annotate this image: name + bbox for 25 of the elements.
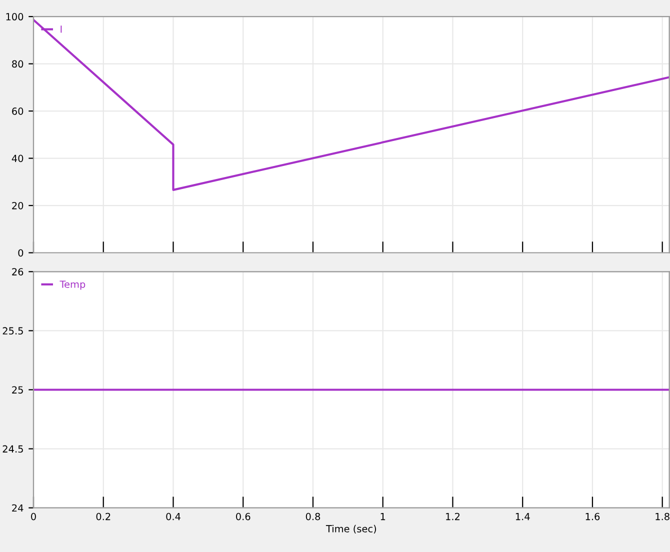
y-tick-label: 25.5 [2,327,23,335]
line-series [34,18,670,191]
y-tick-label: 40 [12,154,24,162]
legend-label: I [60,26,62,33]
y-tick-label: 26 [12,268,24,276]
y-tick-label: 24 [12,504,24,512]
y-tick-label: 80 [12,60,24,68]
x-tick-label: 0.2 [96,512,110,520]
x-tick-label: 1.2 [446,512,460,520]
x-tick-label: 1 [380,513,386,520]
x-axis-title: Time (sec) [326,524,376,534]
y-tick-label: 24.5 [2,445,23,453]
y-tick-label: 60 [12,108,24,115]
x-tick-label: 1.6 [586,512,600,520]
legend-label: Temp [60,280,86,290]
x-tick-label: 1.4 [516,513,530,520]
y-tick-label: 20 [12,202,24,210]
y-tick-label: 25 [12,386,23,394]
x-tick-label: 1.8 [656,512,670,520]
x-tick-label: 0.6 [236,512,250,520]
y-tick-label: 0 [18,249,24,257]
x-tick-label: 0.4 [166,512,180,520]
x-tick-label: 0 [31,512,36,520]
x-tick-label: 0.8 [306,512,320,520]
y-tick-label: 100 [6,13,24,20]
